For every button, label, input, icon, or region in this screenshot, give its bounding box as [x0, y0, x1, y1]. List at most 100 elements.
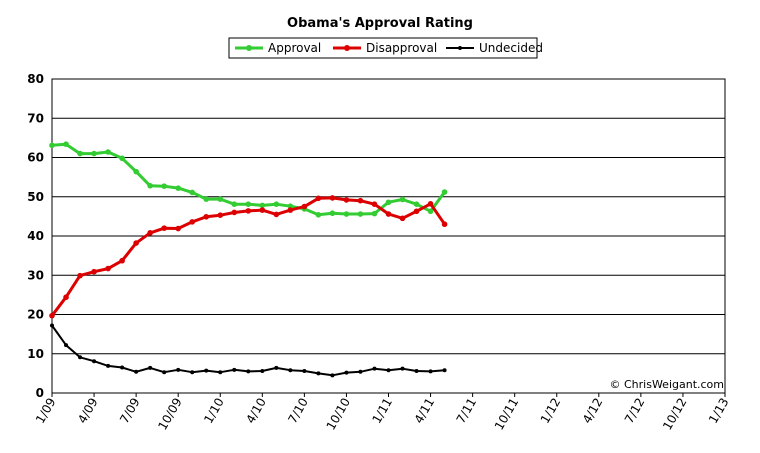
data-point-undecided: [260, 369, 265, 374]
x-tick-label: 4/10: [243, 396, 269, 426]
data-point-disapproval: [49, 312, 55, 319]
x-tick-label: 10/12: [660, 396, 689, 433]
data-point-undecided: [344, 370, 349, 375]
data-point-disapproval: [427, 201, 434, 207]
data-point-approval: [161, 183, 167, 189]
data-point-approval: [287, 203, 294, 209]
y-tick-label: 40: [27, 229, 44, 243]
data-point-disapproval: [301, 203, 308, 210]
data-point-disapproval: [329, 195, 336, 201]
y-axis-ticks: 0 10 20 30 40 50 60 70 80: [27, 72, 44, 400]
data-point-approval: [119, 155, 125, 162]
data-point-disapproval: [441, 221, 448, 228]
x-tick-label: 10/11: [492, 396, 521, 433]
y-tick-label: 0: [36, 386, 44, 400]
data-point-disapproval: [189, 219, 196, 225]
data-point-undecided: [330, 373, 335, 378]
data-point-approval: [49, 142, 55, 149]
legend-label-disapproval: Disapproval: [366, 41, 437, 55]
data-point-approval: [413, 201, 420, 208]
x-tick-label: 1/10: [201, 396, 227, 426]
data-point-undecided: [316, 371, 321, 376]
credit-text: © ChrisWeigant.com: [609, 378, 724, 391]
data-point-undecided: [274, 365, 279, 370]
data-point-disapproval: [413, 208, 420, 215]
x-tick-label: 1/12: [538, 396, 564, 426]
data-point-undecided: [218, 370, 223, 375]
data-point-undecided: [442, 368, 447, 373]
data-point-approval: [259, 202, 266, 209]
data-point-disapproval: [119, 257, 125, 264]
data-point-undecided: [372, 366, 377, 371]
x-tick-label: 7/10: [285, 396, 311, 426]
data-point-approval: [77, 150, 83, 157]
legend-marker-disapproval: [344, 45, 350, 51]
data-point-disapproval: [161, 225, 167, 231]
data-point-undecided: [50, 323, 54, 328]
grid-lines: [52, 78, 725, 394]
x-tick-label: 1/13: [706, 396, 732, 426]
data-point-undecided: [428, 369, 433, 374]
x-tick-label: 1/09: [33, 396, 59, 426]
data-point-undecided: [176, 367, 181, 372]
data-point-disapproval: [385, 211, 392, 217]
legend-label-approval: Approval: [268, 41, 321, 55]
data-point-undecided: [204, 368, 209, 373]
data-point-undecided: [92, 359, 97, 364]
x-tick-label: 4/09: [75, 396, 101, 426]
data-point-approval: [147, 182, 153, 189]
y-tick-label: 10: [27, 347, 44, 361]
legend-marker-undecided: [458, 46, 462, 50]
data-point-approval: [175, 185, 181, 191]
data-point-disapproval: [147, 230, 153, 236]
data-point-approval: [357, 211, 364, 217]
x-tick-label: 7/11: [454, 396, 480, 426]
x-tick-label: 10/10: [324, 396, 353, 433]
data-point-undecided: [162, 370, 167, 375]
data-point-disapproval: [91, 268, 97, 275]
y-tick-label: 50: [27, 190, 44, 204]
data-point-approval: [273, 201, 280, 208]
data-point-approval: [203, 196, 210, 202]
data-point-approval: [63, 141, 69, 147]
y-tick-label: 60: [27, 151, 44, 165]
data-point-disapproval: [63, 294, 69, 301]
data-point-approval: [133, 168, 139, 175]
data-point-approval: [399, 196, 406, 203]
data-point-disapproval: [175, 225, 181, 232]
data-point-undecided: [302, 369, 307, 374]
data-point-approval: [329, 210, 336, 217]
data-point-approval: [217, 196, 224, 202]
data-point-undecided: [232, 367, 237, 372]
data-point-undecided: [190, 370, 195, 375]
y-tick-label: 30: [27, 268, 44, 282]
data-point-undecided: [400, 366, 405, 371]
data-point-undecided: [386, 368, 391, 373]
data-point-undecided: [64, 343, 69, 348]
data-point-undecided: [106, 363, 111, 368]
x-tick-label: 4/12: [580, 396, 606, 426]
legend-marker-approval: [246, 45, 252, 51]
data-point-disapproval: [287, 207, 294, 213]
data-point-undecided: [134, 369, 139, 374]
y-tick-label: 20: [27, 308, 44, 322]
y-tick-label: 80: [27, 72, 44, 86]
legend-label-undecided: Undecided: [479, 41, 543, 55]
data-point-approval: [385, 199, 392, 206]
data-point-approval: [371, 210, 378, 217]
data-point-disapproval: [343, 197, 350, 203]
data-point-disapproval: [273, 211, 280, 218]
data-point-disapproval: [371, 201, 378, 208]
data-point-undecided: [148, 365, 153, 370]
data-point-approval: [343, 211, 350, 217]
data-point-disapproval: [245, 208, 252, 214]
data-point-approval: [441, 189, 448, 195]
x-tick-label: 7/09: [117, 396, 143, 426]
y-tick-label: 70: [27, 111, 44, 125]
data-point-undecided: [78, 355, 83, 360]
data-point-disapproval: [133, 240, 139, 246]
data-point-approval: [91, 150, 97, 157]
data-point-disapproval: [315, 195, 322, 202]
data-point-undecided: [414, 369, 419, 374]
data-point-approval: [315, 212, 322, 218]
